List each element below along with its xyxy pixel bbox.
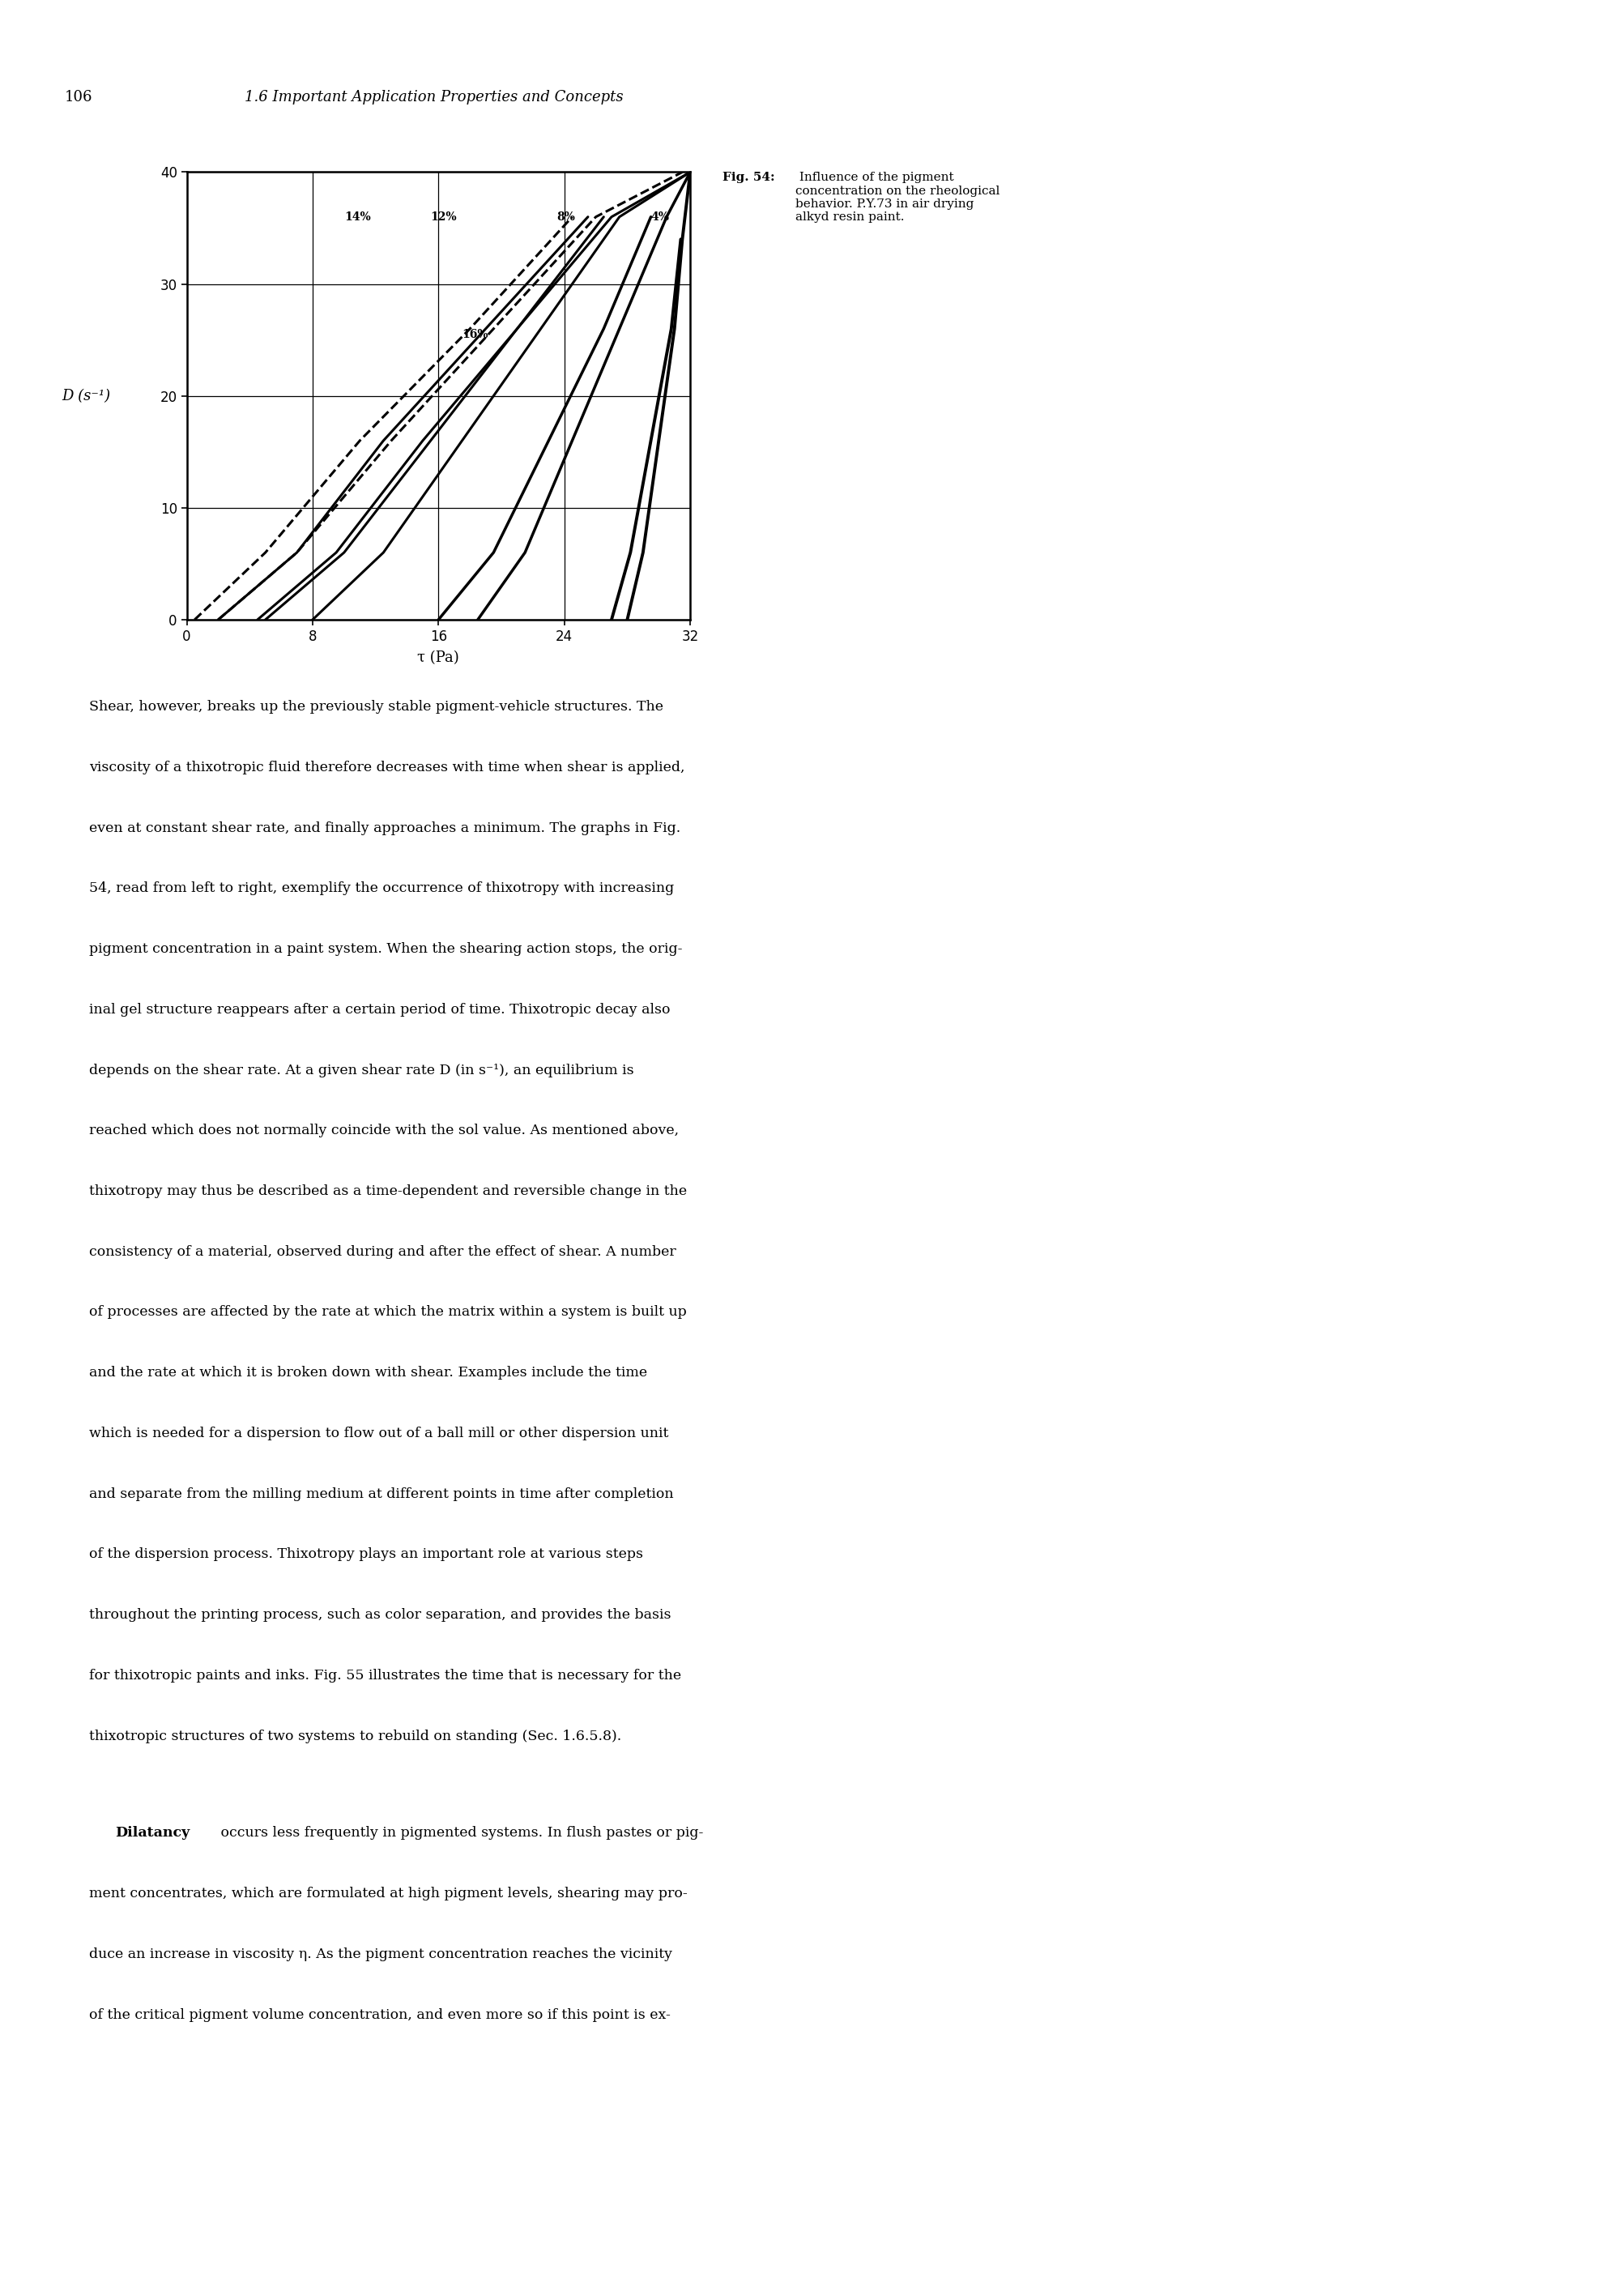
Text: D (s⁻¹): D (s⁻¹) xyxy=(62,388,110,404)
Text: of processes are affected by the rate at which the matrix within a system is bui: of processes are affected by the rate at… xyxy=(89,1306,687,1320)
Text: viscosity of a thixotropic fluid therefore decreases with time when shear is app: viscosity of a thixotropic fluid therefo… xyxy=(89,760,685,773)
Text: which is needed for a dispersion to flow out of a ball mill or other dispersion : which is needed for a dispersion to flow… xyxy=(89,1427,669,1441)
Text: Influence of the pigment
concentration on the rheological
behavior. P.Y.73 in ai: Influence of the pigment concentration o… xyxy=(796,172,1000,223)
Text: pigment concentration in a paint system. When the shearing action stops, the ori: pigment concentration in a paint system.… xyxy=(89,943,682,957)
Text: reached which does not normally coincide with the sol value. As mentioned above,: reached which does not normally coincide… xyxy=(89,1125,679,1138)
Text: 16%: 16% xyxy=(463,328,489,340)
Text: Dilatancy: Dilatancy xyxy=(115,1827,190,1841)
X-axis label: τ (Pa): τ (Pa) xyxy=(417,649,460,666)
Text: and separate from the milling medium at different points in time after completio: and separate from the milling medium at … xyxy=(89,1487,674,1501)
Text: Fig. 54:: Fig. 54: xyxy=(723,172,775,184)
Text: thixotropy may thus be described as a time-dependent and reversible change in th: thixotropy may thus be described as a ti… xyxy=(89,1184,687,1198)
Text: inal gel structure reappears after a certain period of time. Thixotropic decay a: inal gel structure reappears after a cer… xyxy=(89,1003,671,1017)
Text: of the dispersion process. Thixotropy plays an important role at various steps: of the dispersion process. Thixotropy pl… xyxy=(89,1547,643,1561)
Text: thixotropic structures of two systems to rebuild on standing (Sec. 1.6.5.8).: thixotropic structures of two systems to… xyxy=(89,1730,622,1744)
Text: 14%: 14% xyxy=(344,211,370,223)
Text: Shear, however, breaks up the previously stable pigment-vehicle structures. The: Shear, however, breaks up the previously… xyxy=(89,700,664,714)
Text: throughout the printing process, such as color separation, and provides the basi: throughout the printing process, such as… xyxy=(89,1609,671,1623)
Text: occurs less frequently in pigmented systems. In flush pastes or pig-: occurs less frequently in pigmented syst… xyxy=(216,1827,703,1841)
Text: 12%: 12% xyxy=(430,211,456,223)
Text: ment concentrates, which are formulated at high pigment levels, shearing may pro: ment concentrates, which are formulated … xyxy=(89,1886,687,1900)
Text: 4%: 4% xyxy=(651,211,669,223)
Text: even at constant shear rate, and finally approaches a minimum. The graphs in Fig: even at constant shear rate, and finally… xyxy=(89,822,680,835)
Text: for thixotropic paints and inks. Fig. 55 illustrates the time that is necessary : for thixotropic paints and inks. Fig. 55… xyxy=(89,1668,682,1682)
Text: 54, read from left to right, exemplify the occurrence of thixotropy with increas: 54, read from left to right, exemplify t… xyxy=(89,881,674,895)
Text: of the critical pigment volume concentration, and even more so if this point is : of the critical pigment volume concentra… xyxy=(89,2008,671,2022)
Text: depends on the shear rate. At a given shear rate D (in s⁻¹), an equilibrium is: depends on the shear rate. At a given sh… xyxy=(89,1063,633,1076)
Text: 1.6 Important Application Properties and Concepts: 1.6 Important Application Properties and… xyxy=(244,90,624,106)
Text: consistency of a material, observed during and after the effect of shear. A numb: consistency of a material, observed duri… xyxy=(89,1244,676,1258)
Text: 106: 106 xyxy=(65,90,93,106)
Text: duce an increase in viscosity η. As the pigment concentration reaches the vicini: duce an increase in viscosity η. As the … xyxy=(89,1946,672,1960)
Text: 8%: 8% xyxy=(557,211,575,223)
Text: and the rate at which it is broken down with shear. Examples include the time: and the rate at which it is broken down … xyxy=(89,1366,648,1379)
